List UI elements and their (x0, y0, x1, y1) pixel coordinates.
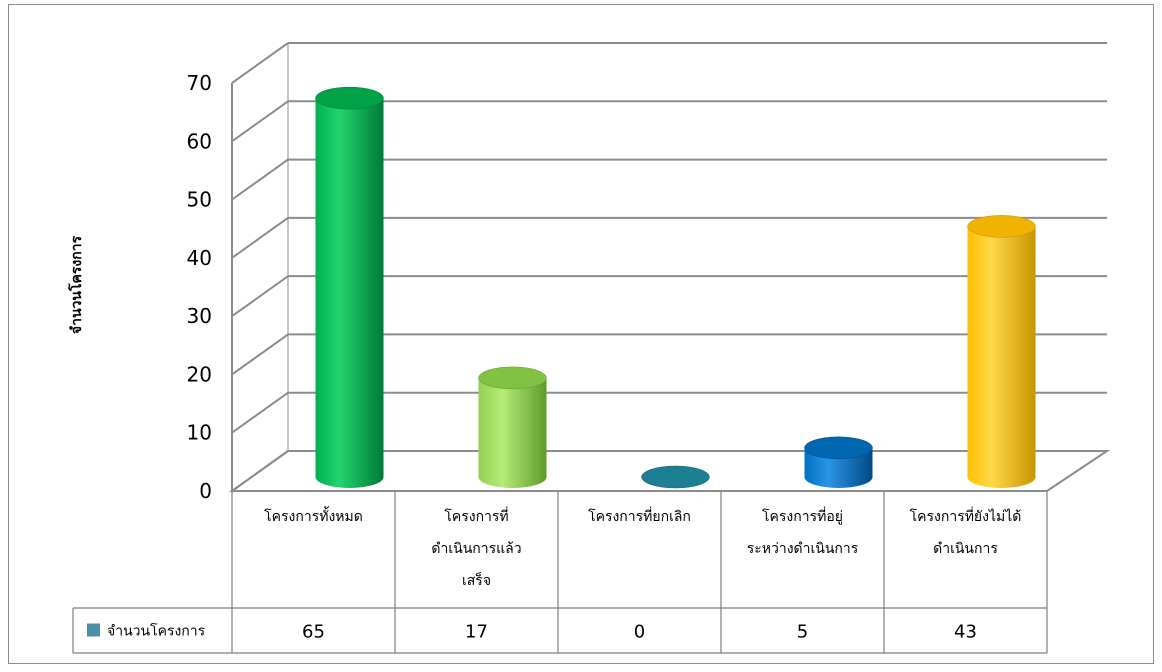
gridline-side (231, 217, 289, 259)
bar-3 (804, 436, 873, 488)
legend-swatch (87, 623, 100, 637)
bar-body (804, 447, 873, 488)
bar-top (804, 436, 873, 460)
y-tick-label: 10 (187, 421, 212, 445)
bar-top (641, 465, 710, 489)
gridline-side (231, 333, 289, 376)
value-label: 0 (634, 622, 645, 643)
legend-label: จำนวนโครงการ (107, 623, 206, 640)
y-axis-label: จำนวนโครงการ (67, 235, 85, 334)
y-tick-label: 50 (187, 188, 212, 212)
bar-body (315, 98, 384, 489)
category-label: โครงการทั้งหมด (264, 506, 363, 525)
y-tick-label: 70 (187, 71, 212, 95)
gridline-side (231, 42, 289, 84)
grid-layer (228, 42, 1111, 492)
category-label: โครงการที่อยู่ระหว่างดำเนินการ (747, 507, 859, 557)
gridline-side (231, 275, 289, 317)
bar-0 (315, 86, 384, 489)
y-tick-label: 60 (187, 129, 212, 153)
y-tick-label: 20 (187, 362, 212, 386)
data-table: โครงการทั้งหมด โครงการที่ดำเนินการแล้วเสร… (72, 491, 1048, 654)
y-tick-label: 40 (187, 246, 212, 270)
category-label: โครงการที่ดำเนินการแล้วเสร็จ (431, 507, 521, 589)
bar-2 (641, 465, 710, 489)
gridline-side (231, 158, 289, 201)
bar-layer (315, 86, 1036, 489)
value-label: 65 (302, 622, 325, 643)
category-label: โครงการที่ยกเลิก (588, 507, 691, 525)
chart-floor (228, 450, 1111, 492)
gridline-side (231, 100, 289, 143)
bar-1 (478, 366, 547, 488)
bar-top (967, 215, 1036, 238)
y-tick-label: 30 (187, 304, 212, 328)
bar-body (967, 226, 1036, 488)
bar-4 (967, 215, 1036, 488)
y-tick-label: 0 (199, 479, 212, 503)
bar-body (478, 377, 547, 488)
value-label: 17 (465, 622, 488, 643)
y-axis-ticks: 0 10 20 30 40 50 60 70 (187, 71, 212, 503)
bar-top (478, 366, 547, 390)
gridline-side (231, 391, 289, 434)
value-label: 5 (797, 622, 808, 643)
category-label: โครงการที่ยังไม่ได้ดำเนินการ (910, 507, 1022, 557)
value-label: 43 (954, 622, 977, 643)
chart-frame: 0 10 20 30 40 50 60 70 จำนวนโครงการ โครงการทั้ง… (8, 4, 1154, 664)
bar-top (315, 86, 384, 110)
